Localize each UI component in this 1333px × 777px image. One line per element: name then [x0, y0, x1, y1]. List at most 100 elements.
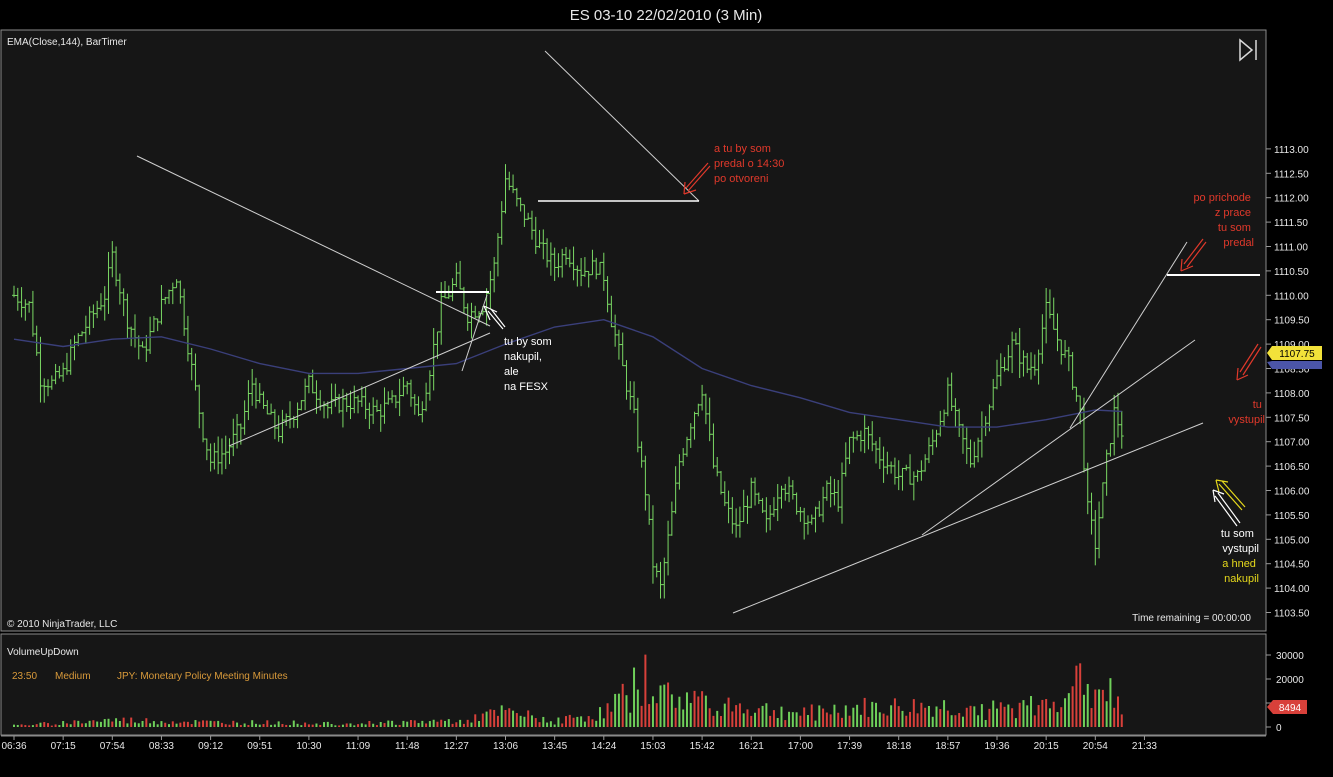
- volume-bar: [190, 724, 193, 727]
- volume-bar: [92, 720, 95, 727]
- trendline-6[interactable]: [921, 339, 1196, 536]
- price-bar: [1074, 386, 1079, 402]
- volume-bar: [156, 724, 159, 727]
- volume-bar: [311, 724, 314, 727]
- volume-bar: [417, 723, 420, 727]
- price-bar: [242, 400, 247, 435]
- price-bar: [1013, 332, 1018, 345]
- volume-bar: [1071, 686, 1074, 727]
- price-bar: [541, 229, 546, 260]
- time-tick-label: 18:18: [886, 741, 911, 752]
- price-bar: [1112, 394, 1117, 456]
- time-tick-label: 21:33: [1132, 741, 1157, 752]
- volume-bar: [765, 703, 768, 727]
- price-bar: [915, 469, 920, 482]
- volume-bar: [557, 717, 560, 727]
- price-bar: [397, 378, 402, 417]
- price-bar: [892, 457, 897, 485]
- price-bar: [27, 301, 32, 313]
- price-bar: [223, 435, 228, 470]
- trendline-5[interactable]: [732, 422, 1204, 614]
- volume-bar: [878, 712, 881, 727]
- volume-bar: [183, 721, 186, 727]
- volume-bar: [262, 724, 265, 727]
- trendline-2[interactable]: [228, 332, 491, 447]
- volume-bar: [364, 724, 367, 727]
- price-bar: [424, 382, 429, 412]
- price-bar: [1021, 350, 1026, 377]
- price-bar: [1104, 449, 1109, 496]
- volume-bar: [409, 720, 412, 727]
- play-forward-icon[interactable]: [1236, 38, 1260, 62]
- volume-bar: [372, 723, 375, 727]
- price-bar: [1085, 462, 1090, 515]
- volume-bar: [704, 695, 707, 727]
- price-bar: [371, 397, 376, 424]
- price-bar: [594, 257, 599, 280]
- volume-bar: [239, 725, 242, 727]
- price-bar: [382, 387, 387, 424]
- volume-bar: [413, 720, 416, 727]
- volume-bar: [24, 725, 27, 727]
- volume-bar: [88, 720, 91, 727]
- price-bar: [197, 384, 202, 429]
- price-bar: [696, 403, 701, 417]
- time-tick-label: 17:39: [837, 741, 862, 752]
- arrow-white-1: [483, 305, 506, 330]
- price-bar: [726, 490, 731, 524]
- price-bar: [908, 454, 913, 485]
- volume-bar: [466, 719, 469, 727]
- volume-bar: [636, 689, 639, 727]
- price-bar: [1115, 392, 1120, 438]
- price-bar: [140, 341, 145, 348]
- volume-bar: [133, 722, 136, 727]
- trendline-4[interactable]: [544, 50, 700, 202]
- volume-bar: [288, 725, 291, 727]
- volume-bar: [780, 706, 783, 727]
- volume-bar: [1079, 663, 1082, 727]
- volume-bar: [130, 717, 133, 727]
- price-bar: [185, 315, 190, 362]
- price-bar: [666, 520, 671, 576]
- price-bar: [949, 372, 954, 412]
- volume-bar: [99, 721, 102, 727]
- price-bar: [151, 316, 156, 333]
- price-bar: [563, 247, 568, 265]
- trendline-1[interactable]: [136, 155, 491, 327]
- trendline-7[interactable]: [1069, 241, 1188, 429]
- volume-bar: [795, 712, 798, 727]
- price-bar: [57, 365, 62, 379]
- volume-bar: [115, 718, 118, 727]
- price-bar: [276, 415, 281, 442]
- volume-bar: [1045, 699, 1048, 727]
- time-tick-label: 20:54: [1083, 741, 1108, 752]
- trendline-3[interactable]: [461, 294, 488, 372]
- ema-badge: [1267, 361, 1322, 369]
- volume-bar: [950, 715, 953, 727]
- volume-bar: [530, 715, 533, 727]
- price-bar: [106, 251, 111, 314]
- price-bar: [851, 431, 856, 453]
- price-bar: [189, 347, 194, 381]
- price-bar: [117, 273, 122, 305]
- price-bar: [707, 397, 712, 442]
- volume-panel-label: VolumeUpDown: [7, 647, 79, 658]
- last-price-badge: 1107.75: [1267, 346, 1322, 360]
- price-tick-label: 1107.50: [1274, 413, 1310, 424]
- volume-bar: [35, 724, 38, 727]
- price-bar: [38, 336, 43, 403]
- volume-bar: [542, 716, 545, 727]
- volume-bar: [273, 724, 276, 727]
- price-bar: [405, 381, 410, 395]
- volume-bar: [863, 697, 866, 727]
- volume-bar: [168, 724, 171, 727]
- volume-bar: [958, 713, 961, 727]
- price-bar: [72, 335, 77, 361]
- volume-bar: [402, 720, 405, 727]
- volume-bar: [689, 702, 692, 727]
- volume-bar: [1003, 706, 1006, 727]
- price-bar: [677, 454, 682, 490]
- price-bar: [1032, 354, 1037, 376]
- price-bar: [386, 391, 391, 405]
- price-bar: [836, 480, 841, 512]
